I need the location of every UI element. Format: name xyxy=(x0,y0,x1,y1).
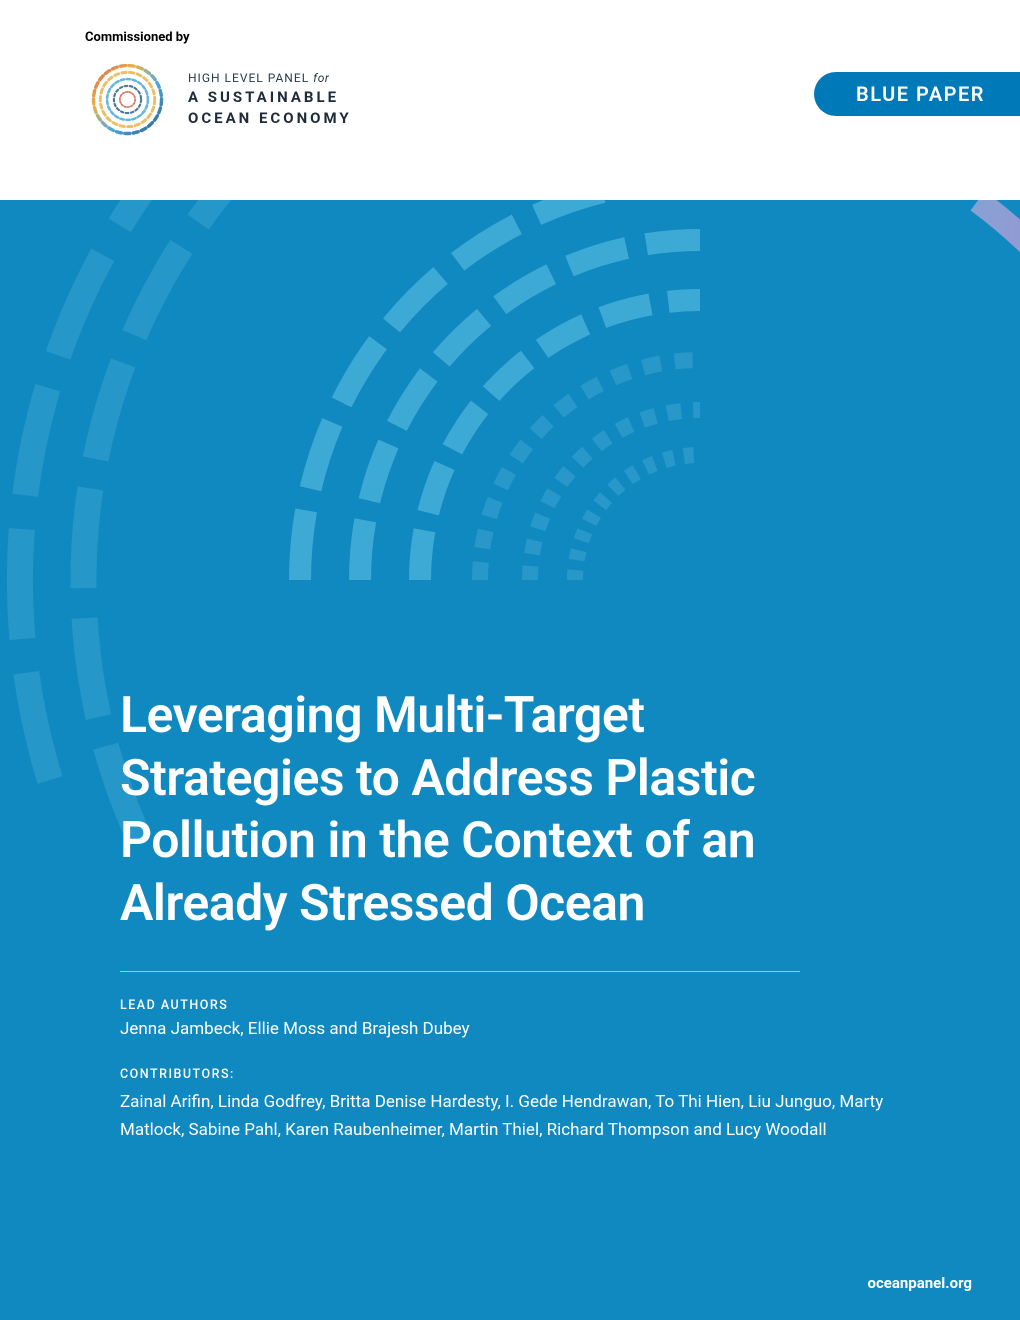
org-name: HIGH LEVEL PANEL for A SUSTAINABLE OCEAN… xyxy=(188,70,352,129)
site-url: oceanpanel.org xyxy=(867,1274,972,1292)
lead-authors-label: LEAD AUTHORS xyxy=(120,998,930,1013)
org-line1-for: for xyxy=(313,71,329,85)
cover-content: Leveraging Multi-Target Strategies to Ad… xyxy=(120,685,930,1144)
header: Commissioned by HIGH LEVEL PANEL xyxy=(0,0,1020,200)
cover-panel: Leveraging Multi-Target Strategies to Ad… xyxy=(0,200,1020,1320)
org-line1-text: HIGH LEVEL PANEL xyxy=(188,71,309,85)
org-line1: HIGH LEVEL PANEL for xyxy=(188,70,352,87)
org-line2: A SUSTAINABLE xyxy=(188,87,352,108)
lead-authors: Jenna Jambeck, Ellie Moss and Brajesh Du… xyxy=(120,1019,930,1039)
org-line3: OCEAN ECONOMY xyxy=(188,108,352,129)
blue-paper-badge: BLUE PAPER xyxy=(814,72,1020,116)
logo-swirl-icon xyxy=(85,57,170,142)
contributors: Zainal Arifin, Linda Godfrey, Britta Den… xyxy=(120,1088,890,1144)
paper-title: Leveraging Multi-Target Strategies to Ad… xyxy=(120,685,840,935)
contributors-label: CONTRIBUTORS: xyxy=(120,1067,930,1082)
divider xyxy=(120,971,800,972)
commissioned-label: Commissioned by xyxy=(85,30,1020,45)
